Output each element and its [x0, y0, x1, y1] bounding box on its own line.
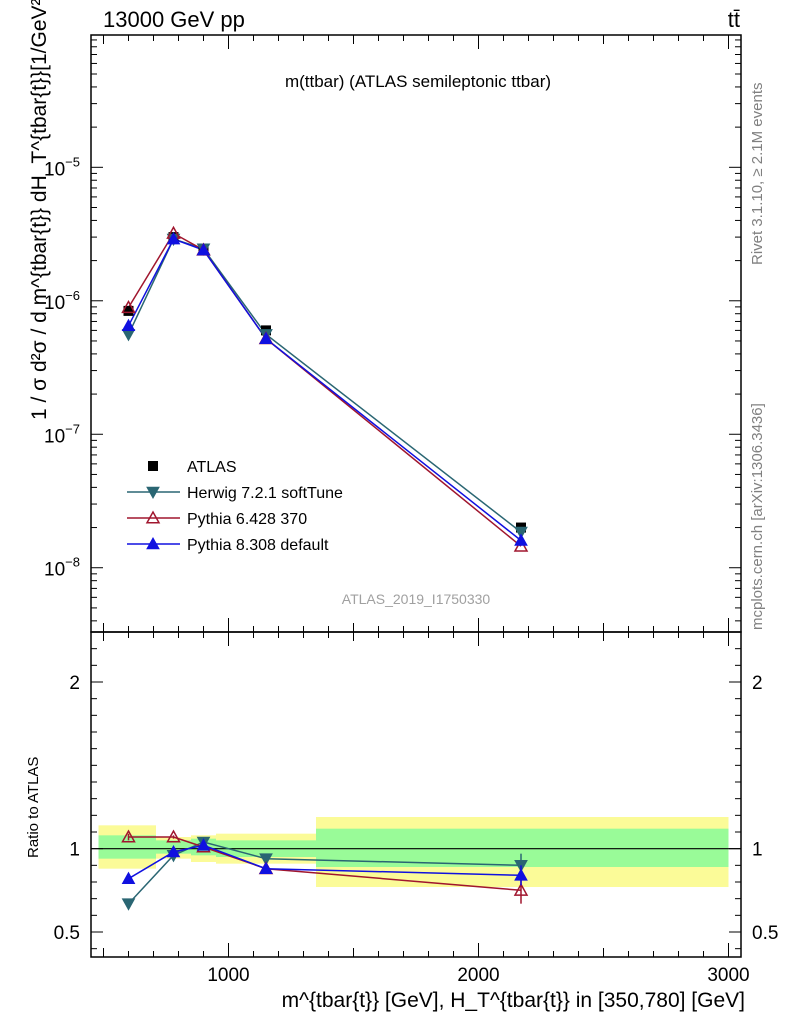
ratio-y-axis-label: Ratio to ATLAS: [25, 757, 42, 858]
y-tick-label: 10−6: [44, 288, 80, 314]
data-point: [166, 232, 181, 245]
data-point: [123, 305, 134, 316]
ratio-y-tick-label: 0.5: [54, 923, 80, 944]
ratio-y-tick-label: 2: [69, 673, 80, 694]
legend-label: Pythia 8.308 default: [187, 537, 329, 554]
legend-label: Pythia 6.428 370: [187, 511, 307, 528]
energy-label: 13000 GeV pp: [103, 7, 245, 32]
data-point: [514, 526, 528, 540]
ratio-y-tick-label: 0.5: [752, 923, 778, 944]
ratio-data-point: [166, 829, 181, 843]
data-point: [121, 318, 136, 332]
ratio-data-point: [121, 871, 136, 884]
legend-marker: [148, 461, 158, 471]
legend-marker: [146, 536, 160, 550]
y-tick-label: 10−7: [44, 421, 80, 447]
legend-marker: [146, 486, 160, 500]
stat-uncertainty-band: [98, 835, 156, 859]
rivet-version-label: Rivet 3.1.10, ≥ 2.1M events: [749, 83, 766, 266]
legend-label: Herwig 7.2.1 softTune: [187, 485, 343, 502]
y-tick-label: 10−8: [44, 555, 80, 581]
legend: ATLAS Herwig 7.2.1 softTune Pythia 6.428 3…: [127, 459, 343, 554]
ratio-data-point: [513, 882, 529, 896]
x-tick-label: 1000: [207, 965, 249, 986]
legend-marker: [145, 510, 161, 524]
watermark: ATLAS_2019_I1750330: [342, 591, 491, 607]
y-axis-label: 1 / σ d²σ / d m^{tbar{t}} dH_T^{tbar{t}}…: [28, 0, 51, 420]
data-point: [259, 331, 273, 344]
ratio-plot-frame: [90, 631, 742, 958]
data-point: [121, 329, 136, 342]
ratio-data-point: [166, 844, 181, 858]
ratio-data-point: [259, 861, 273, 874]
ratio-y-tick-label: 1: [69, 840, 80, 861]
data-point: [121, 299, 136, 314]
ratio-data-point: [514, 868, 528, 881]
ratio-data-point: [121, 829, 136, 843]
ratio-data-point: [259, 853, 273, 866]
ratio-y-tick-label: 1: [752, 840, 763, 861]
ratio-data-point: [121, 898, 136, 911]
legend-label: ATLAS: [187, 459, 237, 476]
ratio-y-tick-label: 2: [752, 673, 763, 694]
ratio-plot: Ratio to ATLAS 0.5 0.5 1 1 2 2 1000 2000 3000: [25, 631, 778, 986]
plot-title: m(ttbar) (ATLAS semileptonic ttbar): [285, 72, 551, 91]
ratio-data-point: [196, 838, 211, 851]
x-axis-label: m^{tbar{t}} [GeV], H_T^{tbar{t}} in [350…: [282, 989, 745, 1012]
y-tick-label: 10−5: [44, 154, 80, 180]
data-point: [196, 243, 211, 256]
x-tick-label: 2000: [457, 965, 499, 986]
process-label: tt̄: [728, 7, 740, 32]
x-tick-label: 3000: [707, 965, 749, 986]
data-point: [514, 533, 528, 546]
main-plot: m(ttbar) (ATLAS semileptonic ttbar) ATLA…: [28, 0, 742, 633]
mcplots-label: mcplots.cern.ch [arXiv:1306.3436]: [749, 403, 766, 630]
